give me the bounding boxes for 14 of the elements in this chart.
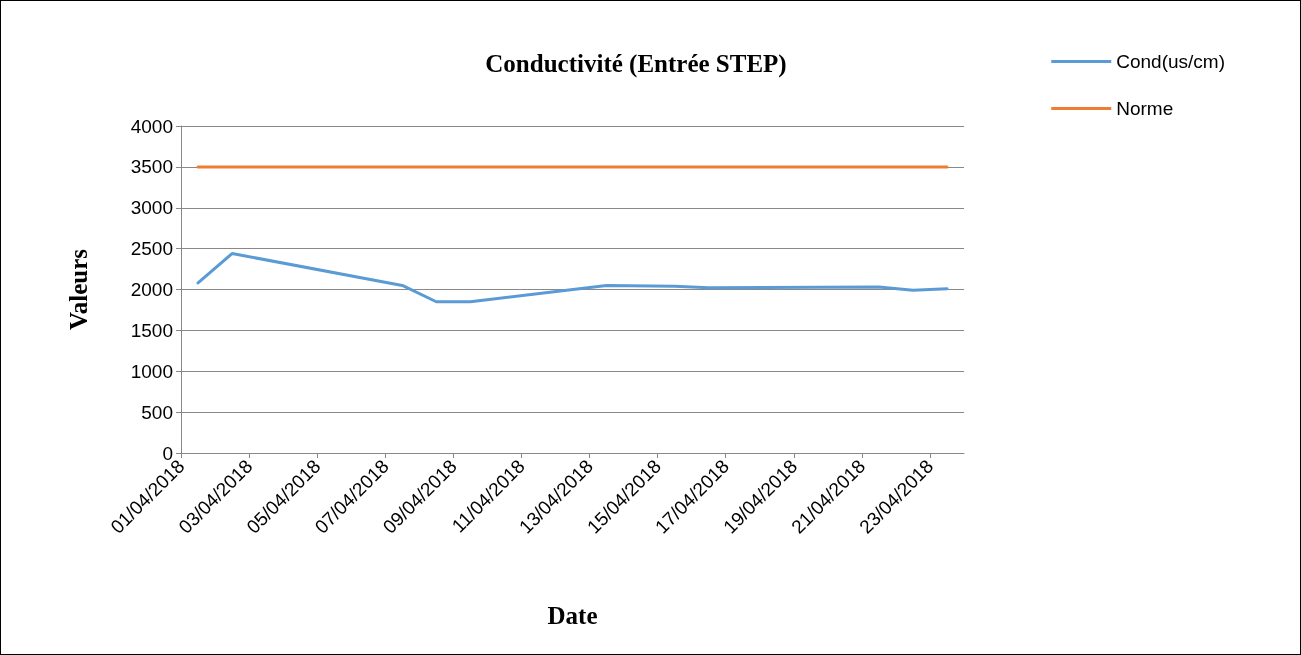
y-tick-label: 2500 [130, 238, 173, 260]
y-tick-label: 3000 [130, 197, 173, 219]
y-tick-label: 500 [141, 401, 173, 423]
x-axis-title: Date [547, 602, 598, 629]
legend-label: Cond(us/cm) [1116, 51, 1225, 72]
y-tick-label: 1000 [130, 360, 173, 382]
y-tick-label: 2000 [130, 279, 173, 300]
y-axis-title: Valeurs [65, 248, 92, 331]
line-series [196, 252, 949, 304]
y-tick-label: 3500 [130, 156, 173, 178]
y-tick-label: 4000 [130, 115, 173, 137]
legend-label: Norme [1116, 98, 1174, 119]
chart-title: Conductivité (Entrée STEP) [485, 50, 787, 78]
y-tick-label: 1500 [130, 319, 173, 341]
